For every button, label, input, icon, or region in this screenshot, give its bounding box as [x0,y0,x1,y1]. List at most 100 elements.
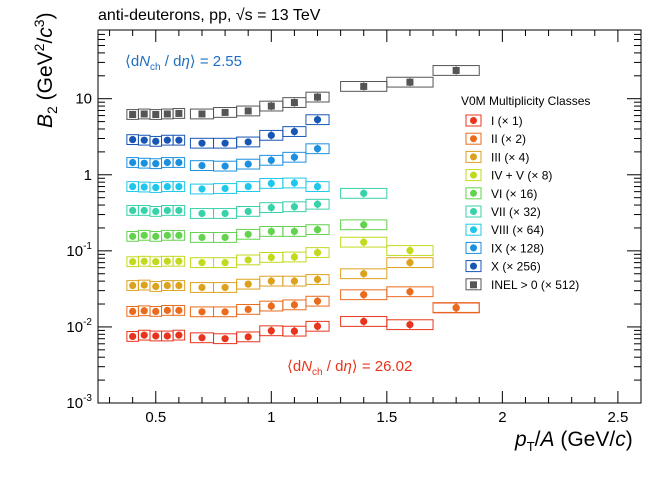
data-point [198,209,206,218]
legend-swatch-box [465,278,482,291]
data-point [198,334,206,342]
systematic-box [340,268,388,280]
systematic-box [386,245,434,256]
data-point [175,206,183,215]
systematic-box [386,286,434,298]
legend-marker [470,135,477,143]
data-point [175,331,183,339]
systematic-box [305,224,330,236]
data-point [360,238,368,246]
series [126,257,434,293]
series [126,286,480,318]
data-point [163,257,171,265]
legend-item: III (× 4) [465,150,529,164]
systematic-box [282,151,307,163]
data-point [152,282,160,291]
systematic-box [305,114,330,126]
legend-label: IX (× 128) [491,241,544,255]
legend-swatch-box [465,187,482,200]
legend-label: I (× 1) [491,114,523,128]
series [126,187,388,219]
data-point [290,277,299,285]
data-point [267,327,275,335]
legend-label: III (× 4) [491,150,529,164]
systematic-box [340,236,388,248]
data-point [140,281,148,289]
systematic-box [172,205,186,216]
systematic-box [305,181,330,192]
data-point [313,248,322,257]
systematic-box [172,255,186,267]
data-point [198,139,206,147]
series [126,65,480,120]
data-point [406,259,414,267]
data-point [290,99,298,107]
systematic-box [386,319,434,331]
systematic-box [282,126,307,137]
data-point [140,331,148,339]
data-point [221,108,229,116]
data-point [267,102,275,110]
data-point [360,82,368,90]
legend-swatch-box [465,150,482,163]
data-point [314,93,322,101]
data-point [267,277,275,285]
legend-marker [470,153,477,161]
legend-swatch-box [465,114,482,127]
data-point [163,231,171,239]
data-point [175,306,183,314]
data-point [360,189,368,197]
data-point [152,110,160,118]
systematic-box [305,247,330,258]
y-tick-label: 10 [75,91,92,108]
data-point [244,138,252,146]
legend-label: II (× 2) [491,132,526,146]
data-point [406,288,414,296]
x-tick-label: 2.5 [607,409,628,426]
series [126,114,330,149]
data-point [290,127,299,136]
data-point [360,221,368,229]
data-point [198,233,206,242]
x-axis-label: pT/A (GeV/c) [514,428,633,454]
data-point [221,259,229,267]
legend-swatch-box [465,169,482,182]
data-point [163,306,171,314]
series [126,143,330,172]
legend-item: INEL > 0 (× 512) [465,278,579,292]
data-point [313,275,322,284]
x-tick-label: 2 [498,409,506,426]
legend-marker [470,117,477,124]
data-point [129,158,137,167]
data-point [140,206,148,215]
data-point [163,182,171,191]
data-point [221,335,229,343]
data-point [175,158,183,167]
data-point [290,227,299,236]
data-point [244,256,252,264]
legend-swatch-box [465,132,482,145]
data-point [175,231,183,239]
data-point [313,145,322,153]
systematic-box [305,274,330,285]
data-point [140,136,148,144]
data-point [452,66,460,74]
data-point [163,136,171,144]
data-point [244,305,252,313]
data-point [198,185,206,193]
data-point [406,78,414,86]
data-point [267,156,275,164]
data-point [198,259,206,267]
data-point [175,257,183,265]
legend-item: VII (× 32) [465,205,541,219]
data-point [129,182,137,191]
y-axis-label: B2 (GeV2/c3) [31,12,60,128]
legend: I (× 1) II (× 2) III (× 4) IV + V (× 8) VI (… [465,114,579,292]
legend-item: I (× 1) [465,114,523,128]
chart-title: anti-deuterons, pp, √s = 13 TeV [98,7,321,24]
data-point [129,110,137,118]
data-point [267,253,275,262]
data-point [198,283,206,292]
data-point [290,327,299,335]
y-tick-label: 10-3 [66,393,92,412]
